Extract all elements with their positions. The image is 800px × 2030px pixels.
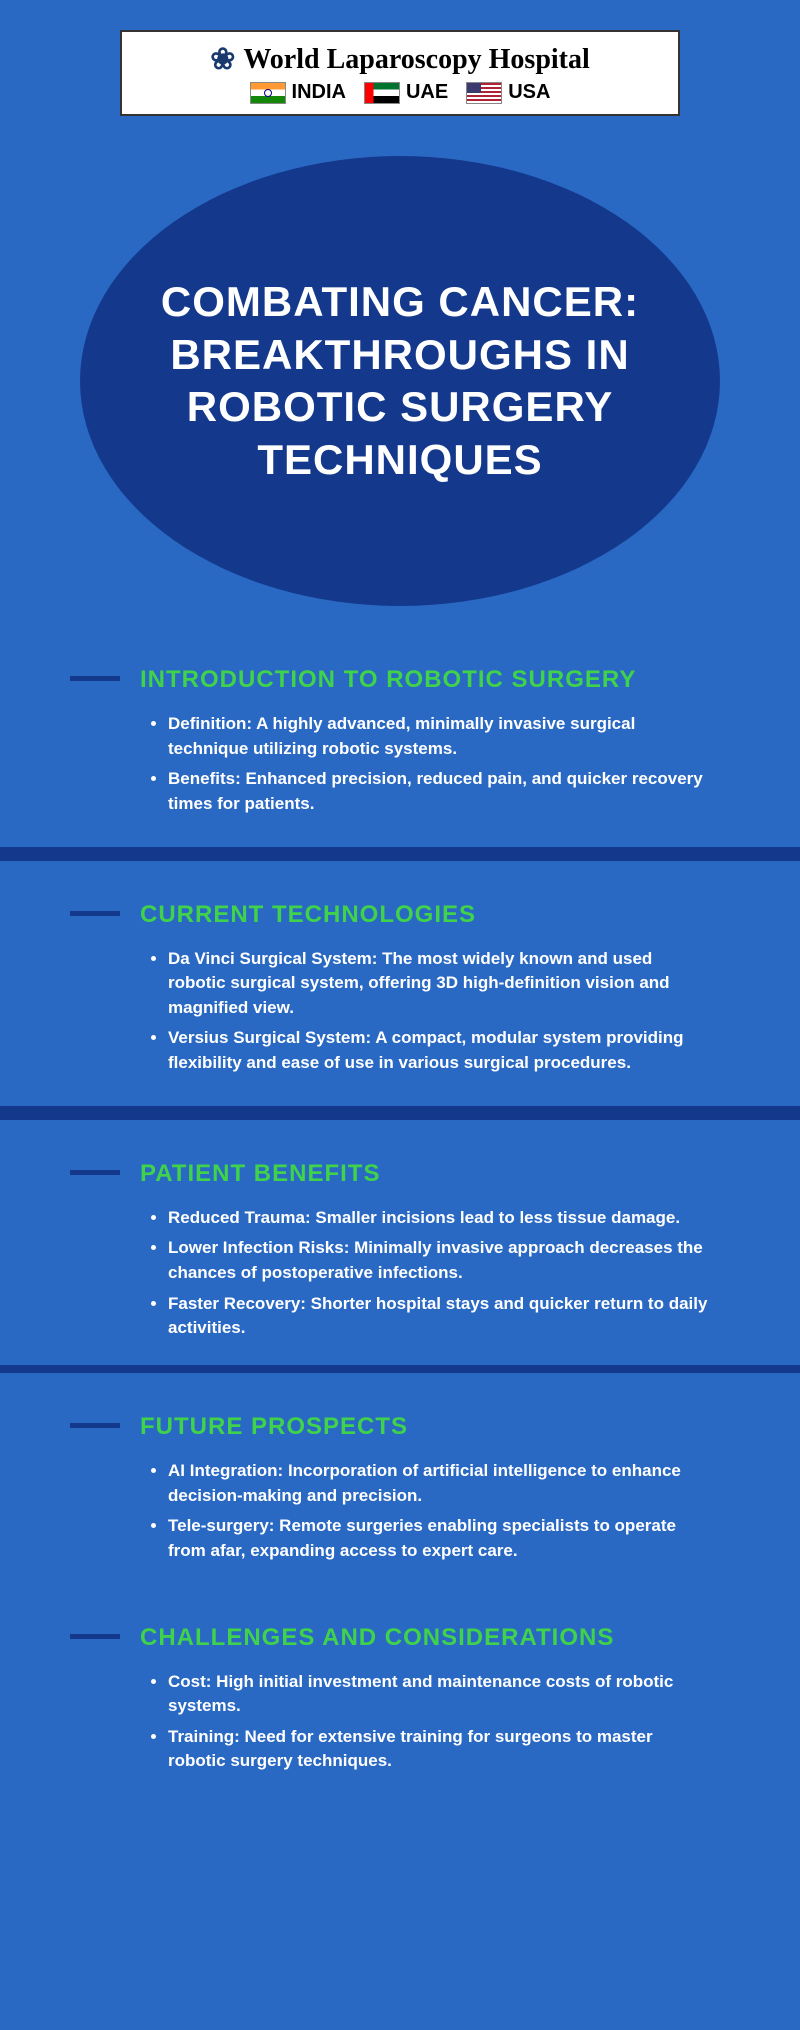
heading-dash-icon	[70, 1634, 120, 1639]
heading-dash-icon	[70, 676, 120, 681]
section-4: CHALLENGES AND CONSIDERATIONS Cost: High …	[0, 1624, 800, 1775]
laurel-icon: ❀	[210, 42, 235, 77]
page-title: COMBATING CANCER: BREAKTHROUGHS IN ROBOT…	[140, 276, 660, 486]
divider	[0, 1365, 800, 1373]
list-item: Versius Surgical System: A compact, modu…	[168, 1026, 710, 1075]
list-item: Faster Recovery: Shorter hospital stays …	[168, 1292, 710, 1341]
header-banner: ❀ World Laparoscopy Hospital INDIA UAE U…	[120, 30, 680, 116]
heading-dash-icon	[70, 1423, 120, 1428]
heading-dash-icon	[70, 911, 120, 916]
divider	[0, 847, 800, 861]
list-item: Cost: High initial investment and mainte…	[168, 1670, 710, 1719]
country-uae: UAE	[364, 81, 448, 104]
country-india: INDIA	[250, 81, 346, 104]
section-1: CURRENT TECHNOLOGIES Da Vinci Surgical Sy…	[0, 901, 800, 1076]
banner-title: World Laparoscopy Hospital	[243, 44, 589, 76]
country-usa: USA	[466, 81, 550, 104]
bullet-list: Cost: High initial investment and mainte…	[140, 1670, 710, 1775]
section-3: FUTURE PROSPECTS AI Integration: Incorpor…	[0, 1413, 800, 1564]
bullet-list: Da Vinci Surgical System: The most widel…	[140, 947, 710, 1076]
list-item: Tele-surgery: Remote surgeries enabling …	[168, 1514, 710, 1563]
bullet-list: Reduced Trauma: Smaller incisions lead t…	[140, 1206, 710, 1341]
list-item: Reduced Trauma: Smaller incisions lead t…	[168, 1206, 710, 1231]
bullet-list: Definition: A highly advanced, minimally…	[140, 712, 710, 817]
section-heading: INTRODUCTION TO ROBOTIC SURGERY	[140, 666, 710, 694]
list-item: AI Integration: Incorporation of artific…	[168, 1459, 710, 1508]
section-heading: PATIENT BENEFITS	[140, 1160, 710, 1188]
banner-countries: INDIA UAE USA	[140, 81, 660, 104]
list-item: Lower Infection Risks: Minimally invasiv…	[168, 1236, 710, 1285]
divider	[0, 1106, 800, 1120]
section-heading: CURRENT TECHNOLOGIES	[140, 901, 710, 929]
list-item: Training: Need for extensive training fo…	[168, 1725, 710, 1774]
bullet-list: AI Integration: Incorporation of artific…	[140, 1459, 710, 1564]
section-heading: CHALLENGES AND CONSIDERATIONS	[140, 1624, 710, 1652]
heading-dash-icon	[70, 1170, 120, 1175]
flag-uae-icon	[364, 82, 400, 104]
flag-india-icon	[250, 82, 286, 104]
title-ellipse: COMBATING CANCER: BREAKTHROUGHS IN ROBOT…	[80, 156, 720, 606]
list-item: Da Vinci Surgical System: The most widel…	[168, 947, 710, 1021]
section-0: INTRODUCTION TO ROBOTIC SURGERY Definitio…	[0, 666, 800, 817]
section-2: PATIENT BENEFITS Reduced Trauma: Smaller …	[0, 1160, 800, 1341]
list-item: Benefits: Enhanced precision, reduced pa…	[168, 767, 710, 816]
flag-usa-icon	[466, 82, 502, 104]
section-heading: FUTURE PROSPECTS	[140, 1413, 710, 1441]
list-item: Definition: A highly advanced, minimally…	[168, 712, 710, 761]
banner-title-row: ❀ World Laparoscopy Hospital	[140, 42, 660, 77]
